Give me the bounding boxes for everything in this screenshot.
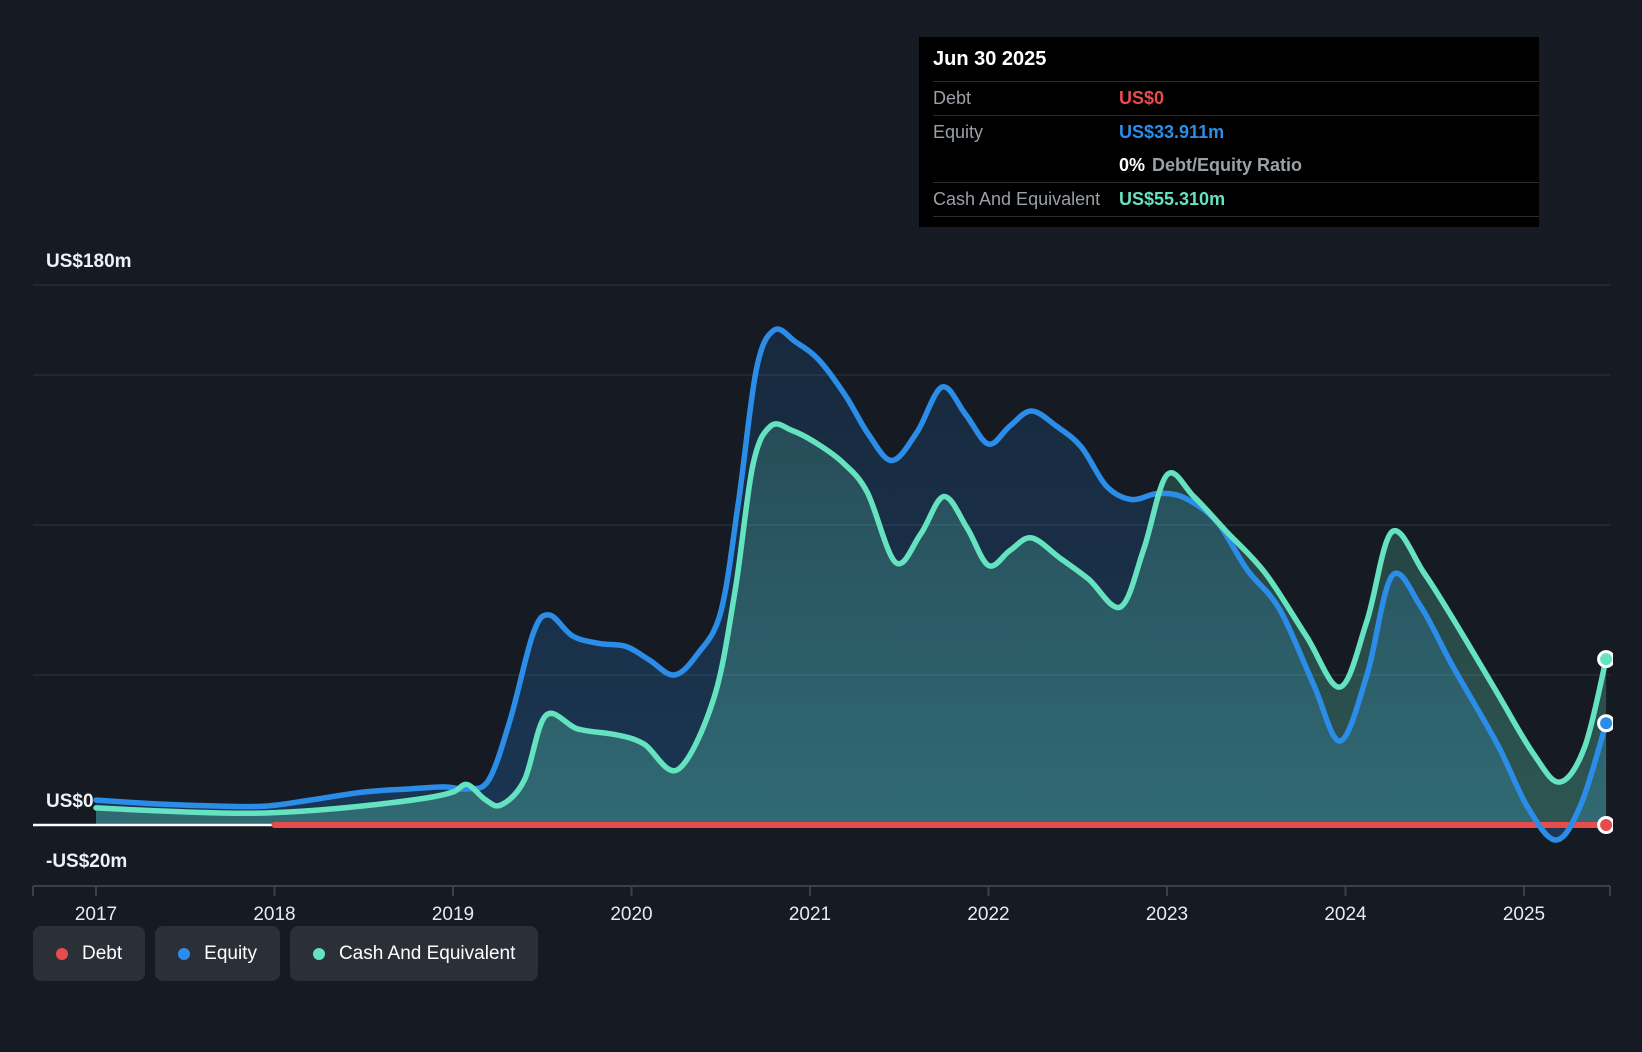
debt-dot-icon xyxy=(56,947,68,960)
debt-label: Debt xyxy=(933,88,972,108)
divider xyxy=(933,81,1539,82)
x-tick-label: 2025 xyxy=(1502,904,1546,925)
chart-legend: Debt Equity Cash And Equivalent xyxy=(33,926,539,981)
cash-label: Cash And Equivalent xyxy=(933,189,1101,209)
cash-value: US$55.310m xyxy=(1119,189,1226,209)
x-tick-label: 2020 xyxy=(610,904,653,925)
ratio-value: 0% Debt/Equity Ratio xyxy=(1119,155,1302,176)
series-end-markers xyxy=(1597,650,1613,834)
equity-value: US$33.911m xyxy=(1119,122,1225,142)
hover-tooltip: Jun 30 2025 Debt US$0 Equity US$33.911m … xyxy=(919,37,1539,227)
divider xyxy=(933,115,1539,116)
tooltip-date: Jun 30 2025 xyxy=(933,47,1047,70)
equity-dot-icon xyxy=(178,947,191,960)
legend-label: Equity xyxy=(204,942,257,964)
divider xyxy=(933,216,1539,217)
ratio-caption: Debt/Equity Ratio xyxy=(1152,155,1303,175)
cash-dot-icon xyxy=(312,947,325,960)
ratio-percent: 0% xyxy=(1119,155,1146,175)
legend-label: Debt xyxy=(82,942,123,964)
legend-item-debt[interactable]: Debt xyxy=(33,926,146,981)
tooltip-row-ratio: 0% Debt/Equity Ratio xyxy=(919,149,1539,182)
y-axis-label: US$0 xyxy=(46,791,94,812)
divider xyxy=(933,182,1539,183)
legend-item-cash[interactable]: Cash And Equivalent xyxy=(289,926,539,981)
cash-line xyxy=(93,421,1609,817)
y-axis-label: -US$20m xyxy=(46,851,128,872)
equity-line xyxy=(93,326,1609,843)
tooltip-row-equity: Equity US$33.911m xyxy=(919,116,1539,149)
debt-value: US$0 xyxy=(1119,88,1165,108)
x-tick-label: 2019 xyxy=(431,904,475,925)
tooltip-row-cash: Cash And Equivalent US$55.310m xyxy=(919,183,1539,216)
x-tick-label: 2017 xyxy=(74,904,118,925)
x-tick-label: 2018 xyxy=(253,904,296,925)
area-fills xyxy=(96,328,1607,841)
x-tick-label: 2023 xyxy=(1145,904,1189,925)
legend-item-equity[interactable]: Equity xyxy=(155,926,280,981)
x-tick-label: 2021 xyxy=(788,904,832,925)
tooltip-row-debt: Debt US$0 xyxy=(919,82,1539,115)
tooltip-padding xyxy=(919,217,1539,227)
legend-label: Cash And Equivalent xyxy=(338,942,516,964)
x-axis xyxy=(32,885,1611,896)
x-tick-label: 2024 xyxy=(1324,904,1367,925)
x-tick-label: 2022 xyxy=(967,904,1010,925)
equity-label: Equity xyxy=(933,122,984,142)
y-axis-label: US$180m xyxy=(46,251,132,272)
